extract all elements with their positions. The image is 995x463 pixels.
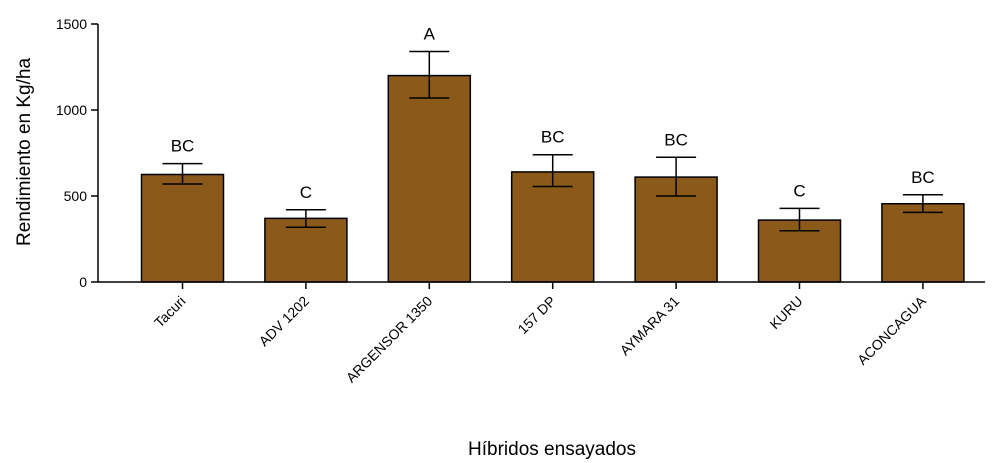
significance-label: BC — [911, 168, 935, 187]
x-tick-label: AYMARA 31 — [617, 293, 683, 359]
significance-label: C — [793, 181, 805, 200]
significance-label: BC — [664, 130, 688, 149]
significance-label: C — [300, 183, 312, 202]
y-tick-label: 0 — [79, 274, 87, 290]
y-tick-label: 1500 — [56, 16, 87, 32]
x-tick-label: ACONCAGUA — [854, 292, 930, 368]
y-tick-label: 1000 — [56, 102, 87, 118]
x-tick-label: Tacuri — [151, 293, 189, 331]
x-axis-title: Híbridos ensayados — [468, 439, 636, 460]
x-tick-label: ADV 1202 — [256, 293, 313, 350]
bars: BC C A BC BC C BC — [142, 25, 964, 282]
significance-label: A — [424, 25, 436, 44]
x-tick-label: 157 DP — [514, 293, 558, 337]
bar — [882, 204, 964, 282]
x-tick-label: ARGENSOR 1350 — [343, 293, 436, 386]
x-tick-label: KURU — [766, 293, 805, 332]
bar — [512, 172, 594, 282]
y-axis: 0 500 1000 1500 — [56, 16, 98, 290]
y-axis-title: Rendimiento en Kg/ha — [14, 58, 35, 246]
bar — [388, 76, 470, 282]
y-tick-label: 500 — [64, 188, 88, 204]
significance-label: BC — [171, 137, 195, 156]
significance-label: BC — [541, 128, 565, 147]
bar — [142, 175, 224, 283]
x-axis: Tacuri ADV 1202 ARGENSOR 1350 157 DP AYMARA … — [98, 282, 985, 386]
